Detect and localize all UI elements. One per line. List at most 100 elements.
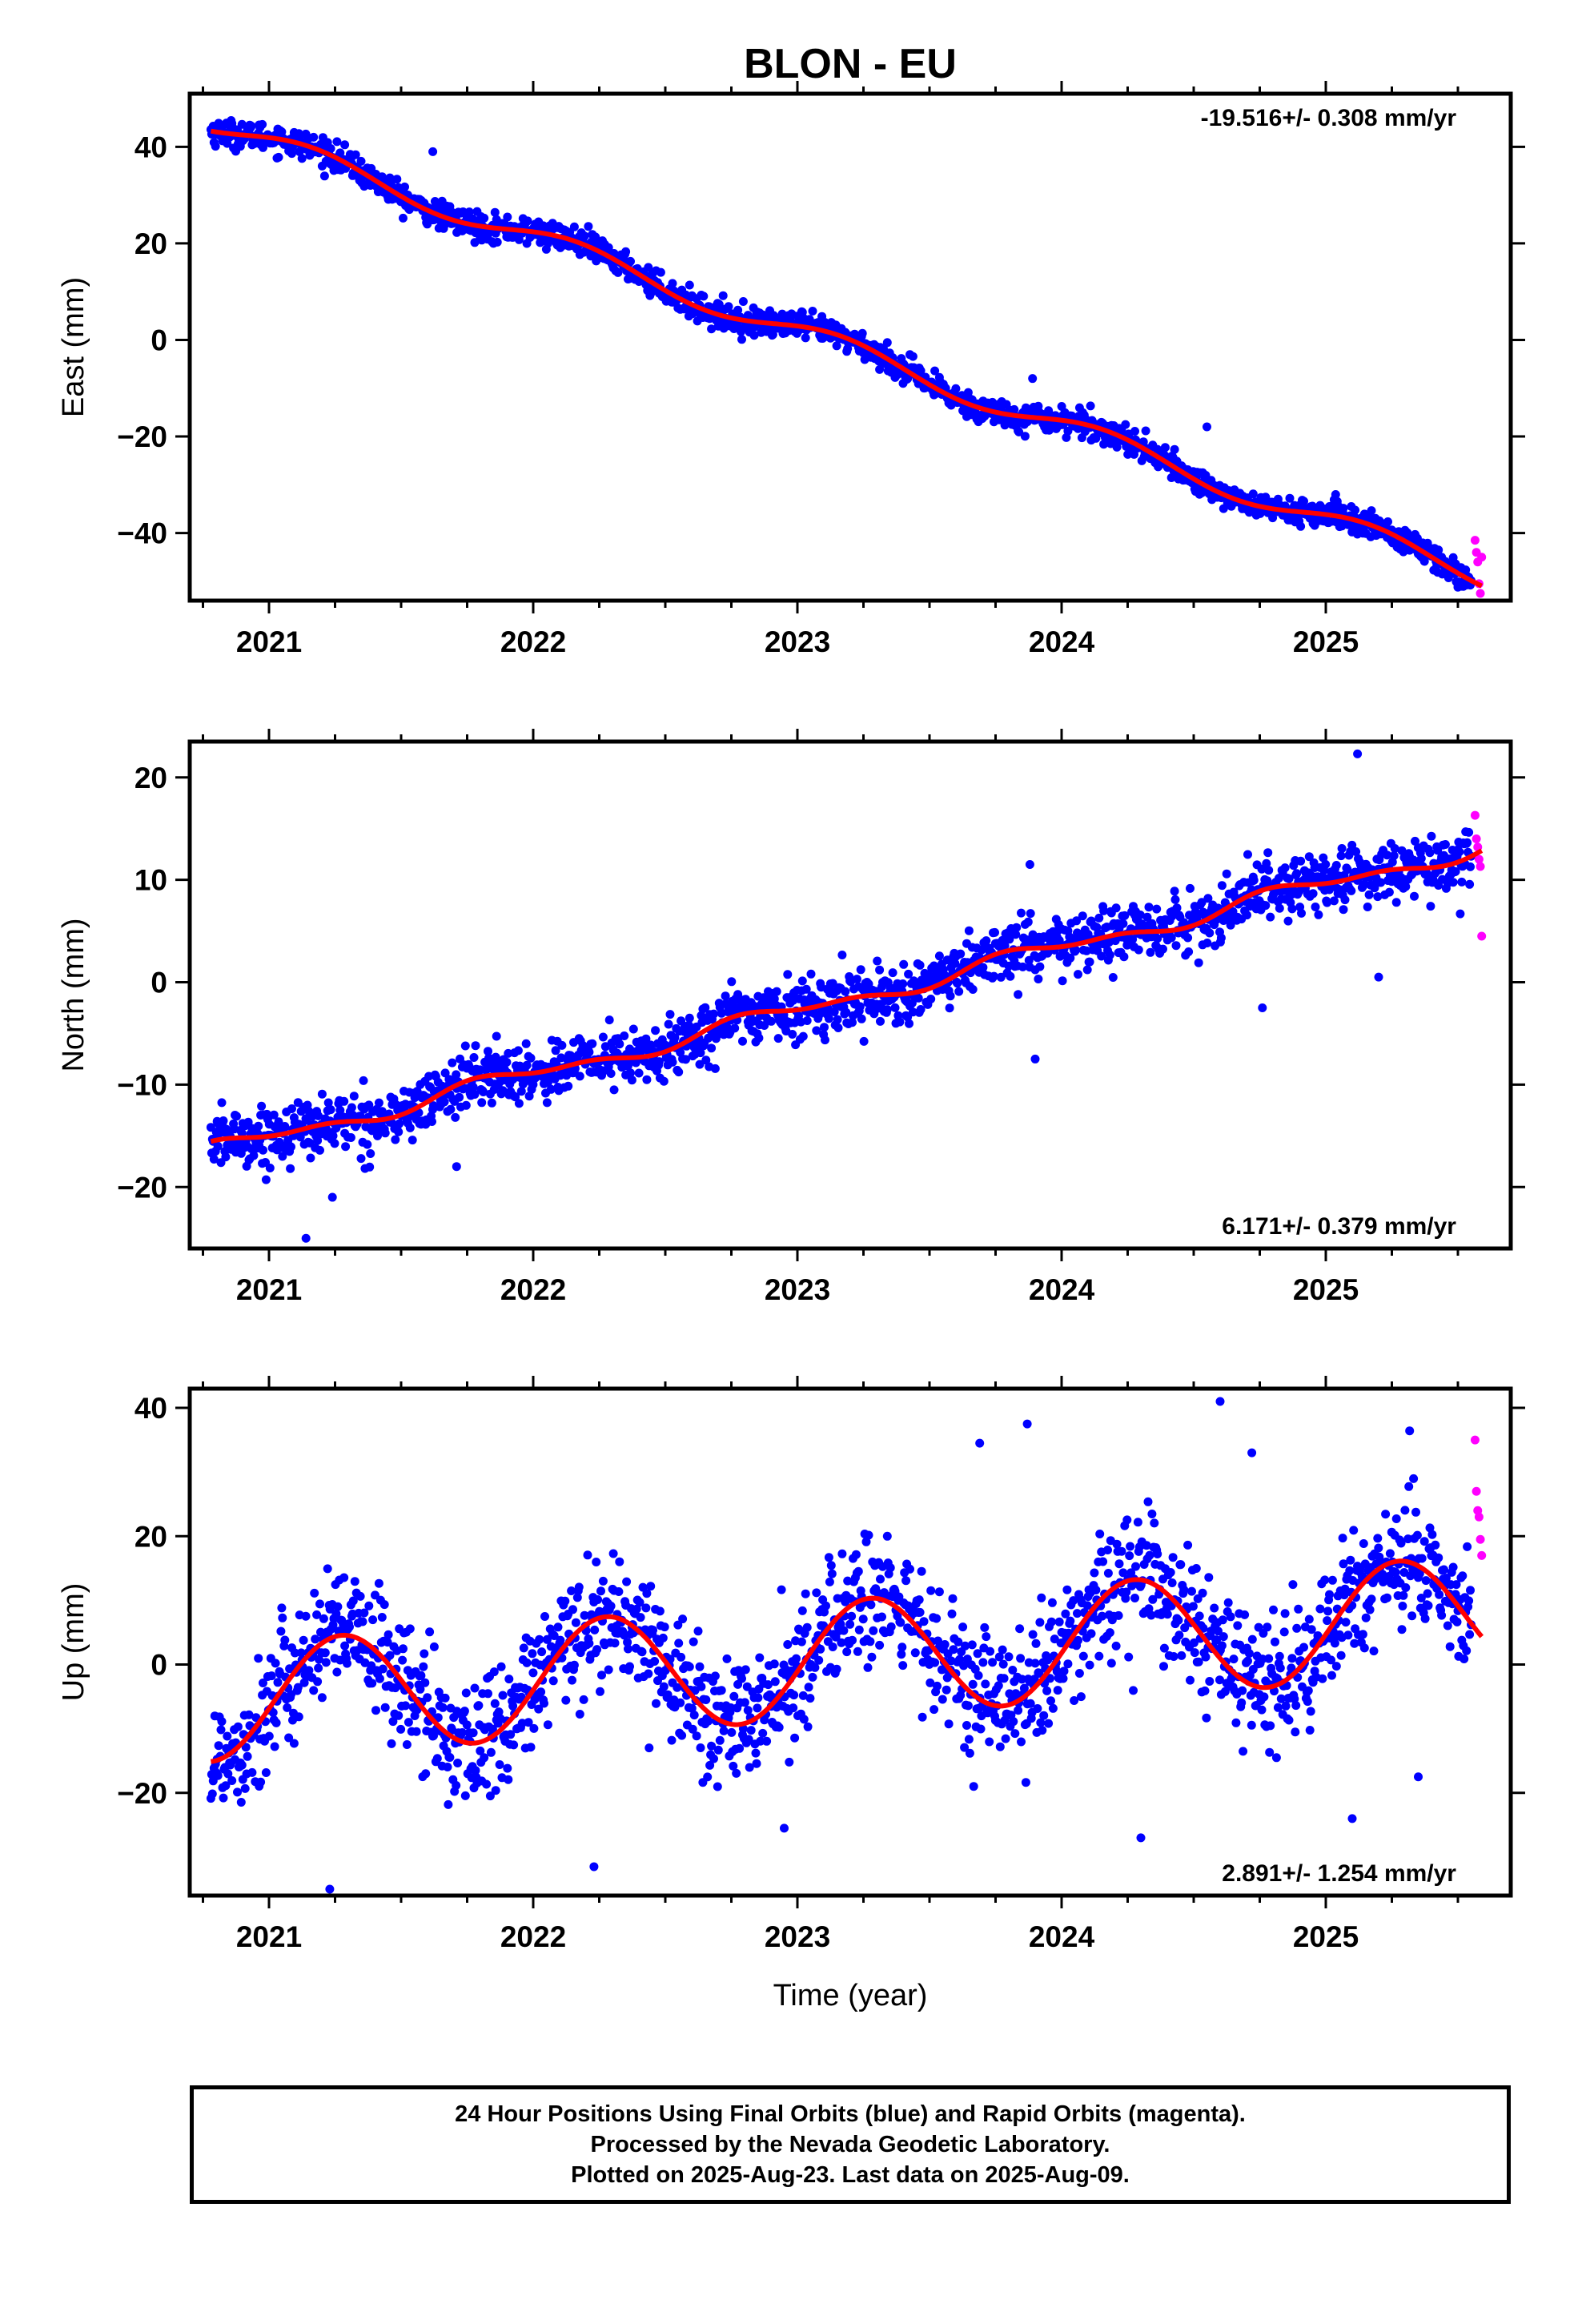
final-orbit-point xyxy=(841,987,850,996)
rapid-orbit-point xyxy=(1477,931,1487,941)
final-orbit-point xyxy=(687,1703,697,1713)
final-orbit-point xyxy=(1026,909,1035,919)
final-orbit-point xyxy=(399,1644,408,1654)
y-tick-label: −20 xyxy=(117,1777,167,1810)
final-orbit-point xyxy=(953,979,962,988)
final-orbit-point xyxy=(722,1654,732,1663)
final-orbit-point xyxy=(1306,1707,1315,1716)
final-orbit-point xyxy=(930,1658,940,1667)
rate-label: 6.171+/- 0.379 mm/yr xyxy=(1222,1213,1456,1240)
final-orbit-point xyxy=(1297,908,1306,918)
final-orbit-point xyxy=(1183,933,1193,943)
final-orbit-point xyxy=(1009,1717,1018,1727)
final-orbit-point xyxy=(1359,1643,1369,1653)
final-orbit-point xyxy=(327,1192,337,1202)
final-orbit-point xyxy=(484,1047,492,1056)
final-orbit-point xyxy=(727,1727,737,1737)
final-orbit-point xyxy=(959,1661,969,1671)
final-orbit-point xyxy=(701,1003,710,1012)
final-orbit-point xyxy=(919,1617,929,1626)
final-orbit-point xyxy=(994,1681,1003,1691)
final-orbit-point xyxy=(614,1587,624,1596)
final-orbit-point xyxy=(724,302,733,312)
final-orbit-point xyxy=(249,1151,259,1160)
final-orbit-point xyxy=(584,1047,594,1057)
final-orbit-point xyxy=(540,1612,549,1621)
final-orbit-point xyxy=(1025,859,1034,869)
final-orbit-point xyxy=(1280,863,1290,873)
final-orbit-point xyxy=(1204,1573,1214,1582)
final-orbit-point xyxy=(828,1642,837,1651)
final-orbit-point xyxy=(704,1716,713,1726)
final-orbit-point xyxy=(894,1592,904,1602)
final-orbit-point xyxy=(901,1576,911,1586)
final-orbit-point xyxy=(998,1645,1007,1655)
final-orbit-point xyxy=(1367,1594,1376,1604)
final-orbit-point xyxy=(340,140,350,150)
final-orbit-point xyxy=(1033,1704,1042,1713)
final-orbit-point xyxy=(699,292,709,301)
final-orbit-point xyxy=(261,1768,271,1777)
final-orbit-point xyxy=(740,1698,749,1707)
final-orbit-point xyxy=(213,1141,223,1151)
final-orbit-point xyxy=(359,1076,368,1085)
x-tick-label: 2021 xyxy=(236,1273,302,1306)
final-orbit-point xyxy=(1323,1606,1333,1616)
final-orbit-point xyxy=(608,1549,618,1558)
final-orbit-point xyxy=(1148,1594,1158,1604)
final-orbit-point xyxy=(506,1730,516,1739)
final-orbit-point xyxy=(474,1701,484,1711)
final-orbit-point xyxy=(259,143,267,152)
final-orbit-point xyxy=(1376,878,1386,887)
final-orbit-point xyxy=(762,1736,772,1746)
final-orbit-point xyxy=(1046,1617,1056,1626)
final-orbit-point xyxy=(1142,912,1152,922)
final-orbit-point xyxy=(1243,911,1251,920)
final-orbit-point xyxy=(898,379,908,388)
final-orbit-point xyxy=(1046,1674,1054,1683)
final-orbit-point xyxy=(882,338,892,348)
final-orbit-point xyxy=(592,1645,602,1655)
final-orbit-point xyxy=(717,1686,726,1695)
final-orbit-point xyxy=(969,1782,978,1791)
final-orbit-point xyxy=(1327,1655,1335,1665)
final-orbit-point xyxy=(1006,971,1015,981)
final-orbit-point xyxy=(1043,1655,1053,1665)
final-orbit-point xyxy=(283,1703,292,1712)
y-axis-label: North (mm) xyxy=(57,918,90,1072)
final-orbit-point xyxy=(828,979,837,988)
final-orbit-point xyxy=(976,1724,986,1734)
final-orbit-point xyxy=(652,1699,661,1708)
final-orbit-point xyxy=(588,1039,597,1048)
final-orbit-point xyxy=(798,1691,808,1700)
final-orbit-point xyxy=(655,1606,665,1616)
final-orbit-point xyxy=(1203,894,1213,903)
final-orbit-point xyxy=(741,1665,750,1675)
final-orbit-point xyxy=(1257,1705,1267,1715)
final-orbit-point xyxy=(301,1233,311,1243)
final-orbit-point xyxy=(1284,874,1294,883)
final-orbit-point xyxy=(383,1630,393,1639)
final-orbit-point xyxy=(956,949,966,959)
final-orbit-point xyxy=(1375,1552,1384,1562)
final-orbit-point xyxy=(660,1622,669,1632)
final-orbit-point xyxy=(1307,1625,1316,1634)
final-orbit-point xyxy=(1217,881,1227,891)
final-orbit-point xyxy=(240,1783,250,1793)
final-orbit-point xyxy=(339,1096,349,1106)
final-orbit-point xyxy=(951,384,961,393)
x-tick-label: 2023 xyxy=(765,1920,830,1953)
final-orbit-point xyxy=(746,1726,756,1735)
final-orbit-point xyxy=(331,1609,341,1618)
final-orbit-point xyxy=(875,1640,885,1650)
final-orbit-point xyxy=(1078,1651,1088,1661)
final-orbit-point xyxy=(861,1537,871,1546)
final-orbit-point xyxy=(388,1717,398,1727)
final-orbit-point xyxy=(701,1695,711,1704)
final-orbit-point xyxy=(1231,1718,1241,1727)
y-tick-label: 20 xyxy=(135,762,167,794)
final-orbit-point xyxy=(443,1763,452,1771)
final-orbit-point xyxy=(1129,1686,1138,1695)
final-orbit-point xyxy=(1105,1628,1114,1638)
final-orbit-point xyxy=(695,1662,705,1671)
